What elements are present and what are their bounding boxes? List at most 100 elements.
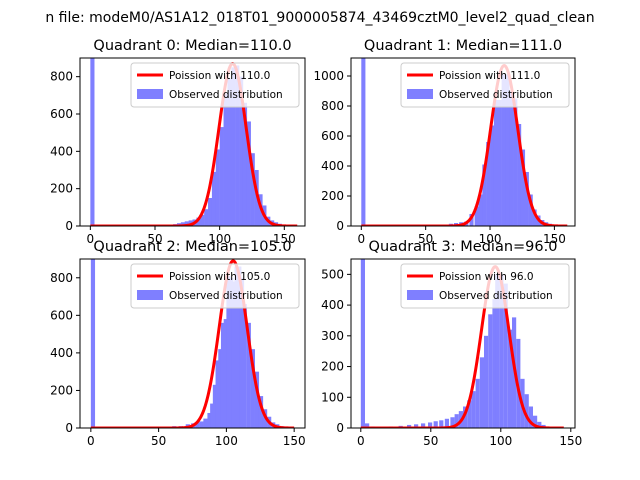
histogram-bar: [488, 314, 493, 428]
histogram-bar: [520, 149, 526, 226]
legend: Poission with 105.0 Observed distribution: [130, 263, 300, 309]
histogram-bar: [533, 415, 538, 428]
histogram-bar: [223, 93, 228, 226]
histogram-bar: [226, 275, 231, 428]
histogram-bar: [242, 304, 247, 428]
legend-box: [400, 62, 570, 108]
legend-patch-swatch: [137, 89, 163, 99]
histogram-bar: [223, 319, 228, 428]
histogram-bar: [203, 418, 208, 428]
histogram-bar: [493, 100, 499, 226]
y-tick-label: 400: [50, 144, 73, 158]
y-tick-label: 800: [50, 271, 73, 285]
legend-box: [400, 263, 570, 309]
histogram-bar: [204, 209, 209, 226]
y-tick-label: 100: [321, 390, 344, 404]
histogram-bar: [433, 421, 438, 428]
histogram-bar: [492, 298, 497, 428]
subplot-quadrant-3: 0 50 100 150 0 100 200 300 400 500 Quadrant 3: Med…: [321, 239, 582, 448]
histogram-bar: [239, 76, 244, 226]
x-tick-label: 0: [87, 434, 95, 448]
y-tick-label: 600: [321, 129, 344, 143]
histogram-bar: [210, 403, 215, 428]
histogram-bar: [509, 91, 514, 226]
x-tick-label: 100: [215, 434, 238, 448]
subplot-quadrant-1: 0 50 100 150 0 200 400 600 800 1000 Quadrant 1: Me…: [313, 38, 576, 246]
legend-label-poisson: Poission with 105.0: [169, 271, 270, 283]
legend-label-observed: Observed distribution: [169, 290, 283, 302]
histogram-bar: [212, 384, 218, 428]
subplot-title: Quadrant 2: Median=105.0: [93, 239, 291, 255]
histogram-bar: [365, 423, 370, 428]
y-tick-label: 0: [65, 219, 73, 233]
histogram-bar: [421, 423, 426, 428]
x-tick-label: 100: [479, 232, 502, 246]
legend: Poission with 96.0 Observed distribution: [400, 263, 570, 309]
x-tick-label: 100: [208, 232, 231, 246]
histogram-bar: [528, 194, 533, 226]
histogram-bar: [227, 78, 232, 226]
histogram-bar: [484, 335, 489, 428]
histogram-bars: [90, 259, 284, 428]
histogram-bar: [467, 400, 472, 428]
x-tick-label: 0: [357, 434, 365, 448]
x-tick-label: 50: [151, 434, 166, 448]
x-tick-label: 100: [489, 434, 512, 448]
y-tick-label: 800: [321, 99, 344, 113]
histogram-bar: [499, 274, 504, 428]
x-tick-label: 0: [87, 232, 95, 246]
histogram-bar: [246, 322, 251, 428]
histogram-bar: [250, 349, 255, 428]
legend-patch-swatch: [137, 290, 163, 300]
legend-patch-swatch: [407, 89, 433, 99]
histogram-bar: [239, 277, 245, 428]
y-tick-label: 0: [65, 421, 73, 435]
histogram-bar: [486, 142, 491, 226]
poisson-curve: [90, 259, 295, 428]
histogram-bar: [199, 421, 204, 428]
poisson-curve: [360, 265, 564, 428]
y-tick-label: 400: [321, 298, 344, 312]
y-tick-label: 800: [50, 70, 73, 84]
y-tick-label: 1000: [313, 69, 344, 83]
histogram-bar: [469, 214, 474, 226]
histogram-bar: [439, 420, 444, 428]
axes-frame: [79, 258, 306, 429]
y-tick-label: 200: [321, 189, 344, 203]
legend-label-poisson: Poission with 111.0: [439, 70, 540, 82]
subplot-quadrant-2: 0 50 100 150 0 200 400 600 800 Quadrant 2: Median…: [50, 239, 306, 448]
x-tick-label: 50: [418, 232, 433, 246]
histogram-bar: [444, 418, 449, 428]
axes-frame: [79, 57, 306, 227]
legend-patch-swatch: [407, 290, 433, 300]
y-tick-label: 600: [50, 107, 73, 121]
histogram-bar: [218, 349, 223, 428]
legend-box: [130, 62, 300, 108]
y-tick-label: 0: [336, 421, 344, 435]
histogram-bar: [242, 102, 248, 226]
histogram-bar: [524, 172, 529, 226]
y-tick-label: 400: [321, 159, 344, 173]
histogram-bar: [497, 100, 502, 226]
histogram-bar: [246, 121, 251, 226]
histogram-bar: [220, 322, 226, 428]
x-tick-label: 150: [283, 434, 306, 448]
histogram-bar: [231, 281, 237, 428]
y-tick-label: 200: [50, 383, 73, 397]
axes-frame: [350, 57, 576, 227]
histogram-bar: [490, 125, 495, 226]
histogram-bar: [184, 221, 189, 226]
histogram-bars: [361, 58, 553, 226]
histogram-bar: [482, 164, 487, 226]
histogram-bar: [207, 412, 212, 428]
y-tick-label: 300: [321, 329, 344, 343]
figure-suptitle: n file: modeM0/AS1A12_018T01_9000005874_…: [45, 10, 594, 26]
histogram-bar: [537, 421, 542, 428]
histogram-bar: [507, 329, 512, 428]
histogram-bar: [215, 360, 220, 428]
y-tick-label: 200: [50, 182, 73, 196]
x-tick-label: 50: [423, 434, 438, 448]
histogram-bar: [428, 422, 433, 428]
histogram-bar: [235, 65, 240, 226]
legend-label-poisson: Poission with 96.0: [439, 271, 534, 283]
